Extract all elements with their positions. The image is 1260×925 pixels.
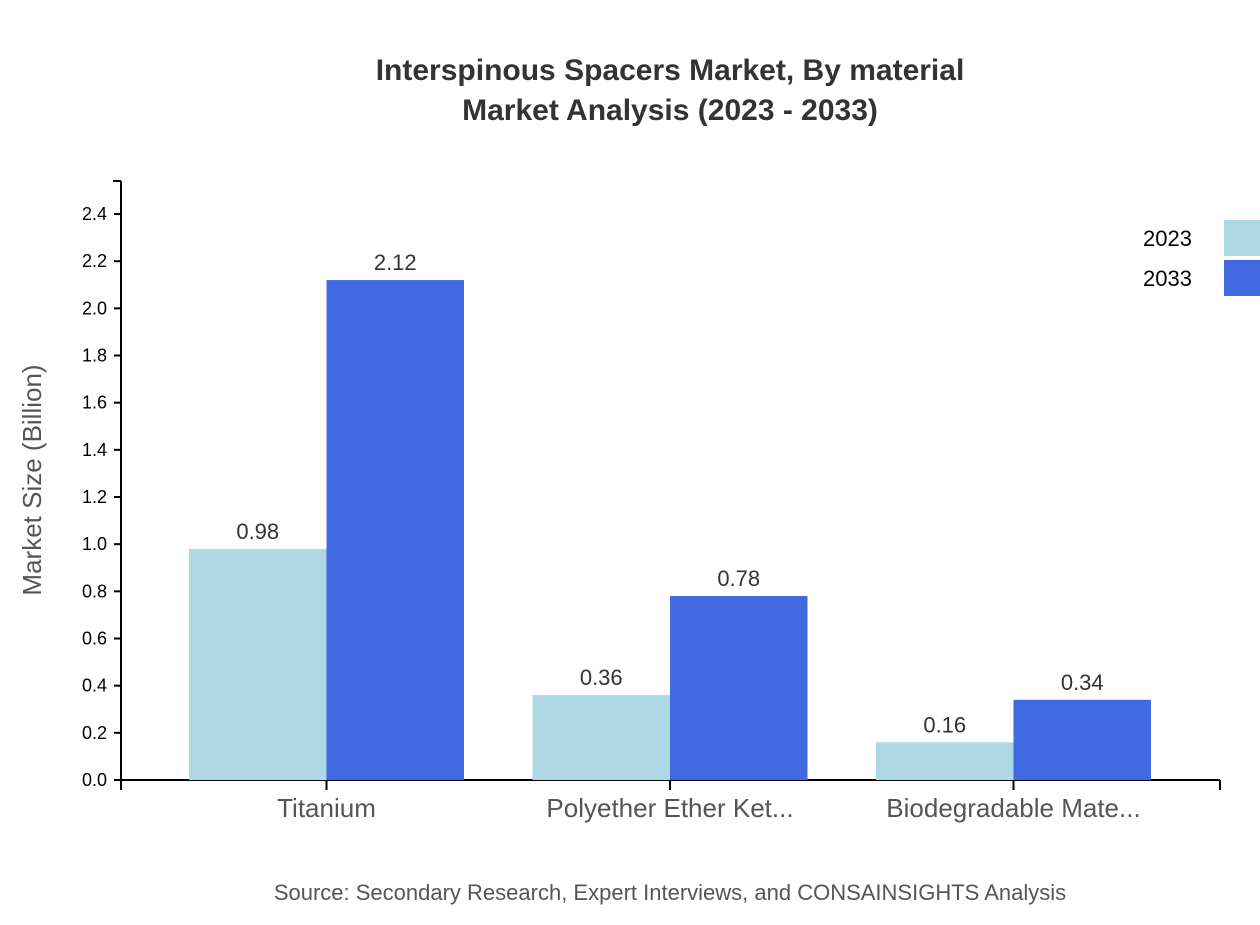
data-label: 0.34 bbox=[1061, 670, 1104, 695]
chart-title: Interspinous Spacers Market, By material bbox=[376, 54, 965, 87]
bar-2033 bbox=[1013, 699, 1151, 780]
y-axis-label: Market Size (Billion) bbox=[17, 364, 47, 595]
legend-swatch bbox=[1224, 220, 1260, 256]
x-tick-label: Polyether Ether Ket... bbox=[546, 793, 793, 823]
y-tick-label: 1.0 bbox=[82, 534, 107, 554]
data-label: 2.12 bbox=[374, 250, 417, 275]
y-tick-label: 2.0 bbox=[82, 298, 107, 318]
data-label: 0.36 bbox=[580, 665, 623, 690]
bar-2023 bbox=[189, 548, 327, 780]
bar-2033 bbox=[670, 596, 808, 780]
legend: 2023 2033 bbox=[1143, 220, 1260, 296]
bar-2023 bbox=[876, 742, 1014, 780]
y-tick-label: 1.6 bbox=[82, 393, 107, 413]
y-tick-label: 1.4 bbox=[82, 440, 107, 460]
legend-swatch bbox=[1224, 260, 1260, 296]
y-tick-label: 0.8 bbox=[82, 581, 107, 601]
x-axis: Titanium Polyether Ether Ket... Biodegrada… bbox=[120, 779, 1221, 823]
source-note: Source: Secondary Research, Expert Inter… bbox=[274, 880, 1066, 905]
bars: 0.98 2.12 0.36 0.78 0.16 0.34 bbox=[189, 250, 1151, 780]
y-tick-label: 1.2 bbox=[82, 487, 107, 507]
data-label: 0.16 bbox=[923, 712, 966, 737]
data-label: 0.78 bbox=[717, 566, 760, 591]
bar-2023 bbox=[532, 695, 670, 780]
legend-label: 2023 bbox=[1143, 226, 1192, 251]
y-tick-label: 2.2 bbox=[82, 251, 107, 271]
y-tick-label: 0.6 bbox=[82, 629, 107, 649]
chart-subtitle: Market Analysis (2023 - 2033) bbox=[462, 94, 878, 127]
y-tick-label: 2.4 bbox=[82, 204, 107, 224]
y-axis: 0.0 0.2 0.4 0.6 0.8 1.0 1.2 1.4 1.6 1.8 2.0 2.2 2.4 bbox=[82, 180, 122, 790]
y-tick-label: 0.0 bbox=[82, 770, 107, 790]
x-tick-label: Titanium bbox=[277, 793, 376, 823]
y-tick-label: 0.2 bbox=[82, 723, 107, 743]
x-tick-label: Biodegradable Mate... bbox=[886, 793, 1140, 823]
y-tick-label: 0.4 bbox=[82, 676, 107, 696]
legend-label: 2033 bbox=[1143, 266, 1192, 291]
y-tick-label: 1.8 bbox=[82, 346, 107, 366]
data-label: 0.98 bbox=[236, 519, 279, 544]
bar-2033 bbox=[326, 280, 464, 780]
